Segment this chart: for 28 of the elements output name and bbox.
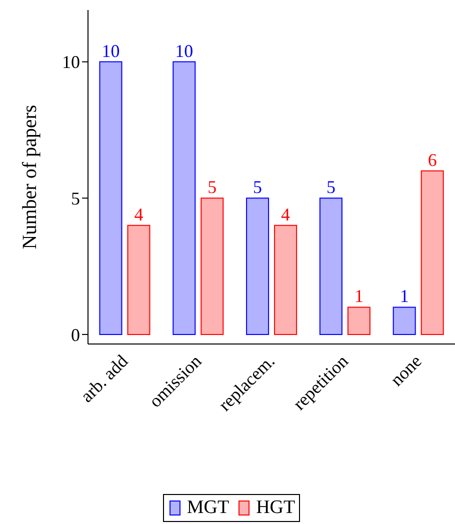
legend-label: HGT: [256, 497, 296, 519]
bar: [246, 198, 270, 335]
bar: [392, 306, 416, 335]
data-label: 5: [253, 177, 262, 198]
data-label: 6: [428, 150, 437, 170]
data-label: 1: [354, 286, 364, 306]
bar: [420, 170, 444, 335]
bar: [274, 224, 298, 335]
bar: [127, 224, 150, 335]
data-label: 5: [326, 177, 336, 198]
bar: [319, 198, 342, 335]
y-tick-label: 0: [71, 324, 80, 345]
bar: [200, 198, 224, 335]
y-tick-label: 10: [62, 52, 80, 72]
legend-label: MGT: [186, 497, 230, 519]
x-tick-label: none: [386, 350, 426, 390]
data-label: 5: [208, 177, 217, 198]
y-axis-title: Number of papers: [19, 104, 41, 250]
x-tick-label: arb. add: [76, 350, 132, 406]
data-label: 4: [134, 204, 144, 224]
data-label: 10: [102, 40, 120, 61]
bar: [99, 61, 122, 335]
bar: [172, 61, 196, 335]
data-label: 1: [400, 286, 409, 306]
bar: [347, 306, 370, 335]
data-label: 4: [281, 204, 290, 224]
y-tick-label: 5: [71, 188, 80, 209]
data-label: 10: [175, 40, 194, 61]
